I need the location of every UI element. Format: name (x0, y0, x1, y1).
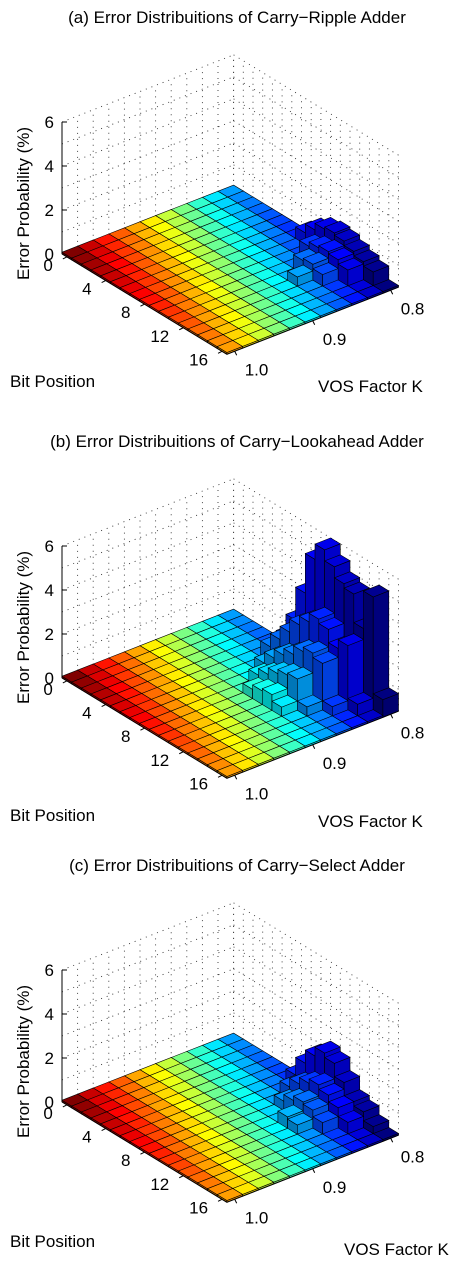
front-axes: 0 4 8 12 16 0.8 0.9 1.0 (43, 253, 425, 379)
z-axis-ticks: 0 2 4 6 (45, 113, 67, 264)
z-axis-ticks: 0 2 4 6 (45, 537, 67, 688)
front-axes: 0 4 8 12 16 0.8 0.9 1.0 (43, 677, 425, 803)
floor-cell (216, 340, 244, 355)
x-axis-label-c: Bit Position (10, 1232, 96, 1251)
bit-tick-label: 8 (121, 1151, 130, 1170)
x-axis-label-a: Bit Position (10, 372, 96, 391)
chart-3d-canvas-b: 0 2 4 6 0 4 8 12 16 0.8 0.9 1.0 (43, 478, 425, 803)
z-tick-label: 4 (45, 1005, 54, 1024)
bit-tick-label: 12 (150, 1175, 169, 1194)
z-tick-label: 6 (45, 113, 54, 132)
x-axis-label-b: Bit Position (10, 806, 96, 825)
z-tick-label: 0 (45, 245, 54, 264)
z-axis-ticks: 0 2 4 6 (45, 961, 67, 1112)
z-tick-label: 6 (45, 961, 54, 980)
error-bar (362, 1114, 390, 1136)
error-bar (271, 694, 298, 719)
bar-cells (61, 537, 400, 779)
bit-tick-label: 0 (43, 680, 52, 699)
bit-tick-label: 16 (189, 774, 208, 793)
bit-tick-label: 12 (150, 327, 169, 346)
z-tick-label: 2 (45, 1049, 54, 1068)
z-tick-label: 0 (45, 1093, 54, 1112)
chart-3d-canvas-c: 0 2 4 6 0 4 8 12 16 0.8 0.9 1.0 (43, 902, 425, 1227)
chart-panel-c: 0 2 4 6 0 4 8 12 16 0.8 0.9 1.0 (c) Error Distribui… (0, 848, 474, 1272)
z-axis-label-a: Error Probability (%) (14, 126, 33, 280)
z-tick-label: 2 (45, 625, 54, 644)
k-tick-label: 0.8 (401, 299, 425, 318)
chart-title-c: (c) Error Distribuitions of Carry−Select… (69, 856, 405, 875)
k-tick-label: 0.9 (323, 1178, 347, 1197)
bit-tick-label: 8 (121, 727, 130, 746)
z-tick-label: 4 (45, 157, 54, 176)
bit-tick-label: 0 (43, 256, 52, 275)
k-tick-label: 1.0 (245, 360, 269, 379)
k-tick-label: 0.8 (401, 1147, 425, 1166)
bit-tick-label: 4 (82, 1128, 91, 1147)
k-tick-label: 0.8 (401, 723, 425, 742)
z-tick-label: 4 (45, 581, 54, 600)
bit-tick-label: 12 (150, 751, 169, 770)
bar-cells (61, 1032, 400, 1203)
z-axis-label-b: Error Probability (%) (14, 550, 33, 704)
chart-3d-canvas-a: 0 2 4 6 0 4 8 12 16 0.8 0.9 1.0 (43, 54, 425, 379)
error-bar (321, 694, 349, 719)
bit-tick-label: 16 (189, 1198, 208, 1217)
error-bar (286, 264, 314, 289)
bar-cells (61, 184, 400, 355)
chart-panel-a: 0 2 4 6 0 4 8 12 16 0.8 0.9 1.0 (a) Error Distribui… (0, 0, 474, 424)
z-tick-label: 6 (45, 537, 54, 556)
y-axis-label-b: VOS Factor K (318, 812, 423, 831)
y-axis-label-c: VOS Factor K (344, 1240, 449, 1259)
bit-tick-label: 8 (121, 303, 130, 322)
bit-tick-label: 0 (43, 1104, 52, 1123)
y-axis-label-a: VOS Factor K (318, 377, 423, 396)
chart-title-b: (b) Error Distribuitions of Carry−Lookah… (50, 432, 424, 451)
k-tick-label: 0.9 (323, 330, 347, 349)
bit-tick-label: 4 (82, 280, 91, 299)
k-tick-label: 0.9 (323, 754, 347, 773)
k-tick-label: 1.0 (245, 1208, 269, 1227)
bit-tick-label: 16 (189, 350, 208, 369)
k-tick-label: 1.0 (245, 784, 269, 803)
front-axes: 0 4 8 12 16 0.8 0.9 1.0 (43, 1101, 425, 1227)
chart-title-a: (a) Error Distribuitions of Carry−Ripple… (68, 8, 406, 27)
z-tick-label: 2 (45, 201, 54, 220)
error-bar (362, 584, 390, 712)
z-axis-label-c: Error Probability (%) (14, 984, 33, 1138)
chart-panel-b: 0 2 4 6 0 4 8 12 16 0.8 0.9 1.0 (b) Error Distribui… (0, 424, 474, 848)
bit-tick-label: 4 (82, 704, 91, 723)
z-tick-label: 0 (45, 669, 54, 688)
